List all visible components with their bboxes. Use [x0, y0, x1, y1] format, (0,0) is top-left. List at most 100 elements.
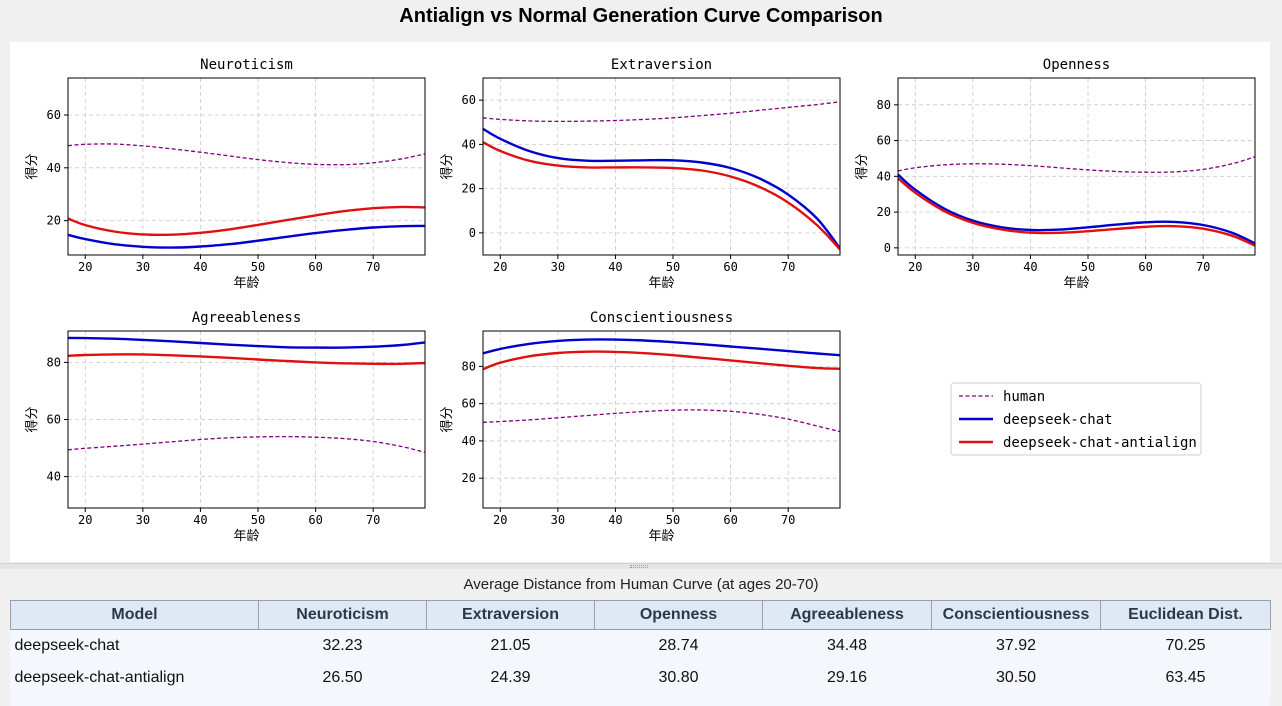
cell-extraversion: 24.39: [426, 661, 595, 694]
cell-conscientiousness: 37.92: [931, 629, 1101, 662]
cell-euclidean: 70.25: [1100, 629, 1271, 662]
x-axis-label: 年龄: [233, 529, 259, 544]
x-tick-label: 70: [1196, 260, 1210, 274]
series-line-deepseek-chat: [68, 224, 425, 249]
x-tick-label: 50: [251, 513, 265, 527]
x-tick-label: 70: [366, 513, 380, 527]
series-line-human: [483, 101, 840, 123]
series-line-human: [898, 156, 1255, 173]
y-tick-label: 60: [47, 108, 61, 122]
splitter-grip-icon[interactable]: [630, 565, 648, 568]
x-tick-label: 60: [723, 260, 737, 274]
series-line-human: [483, 409, 840, 433]
y-tick-label: 80: [877, 98, 891, 112]
cell-model: deepseek-chat: [10, 629, 259, 662]
x-tick-label: 20: [78, 260, 92, 274]
x-tick-label: 60: [308, 260, 322, 274]
y-tick-label: 20: [462, 471, 476, 485]
table-row[interactable]: deepseek-chat 32.23 21.05 28.74 34.48 37…: [10, 629, 1271, 662]
x-tick-label: 70: [781, 260, 795, 274]
y-axis-label: 得分: [439, 153, 455, 179]
plot-frame: [482, 330, 841, 509]
header-neuroticism[interactable]: Neuroticism: [258, 600, 427, 630]
header-euclidean[interactable]: Euclidean Dist.: [1100, 600, 1271, 630]
table-row[interactable]: deepseek-chat-antialign 26.50 24.39 30.8…: [10, 661, 1271, 694]
x-tick-label: 30: [136, 513, 150, 527]
y-tick-label: 0: [884, 241, 891, 255]
header-agreeableness[interactable]: Agreeableness: [762, 600, 932, 630]
cell-neuroticism: 32.23: [258, 629, 427, 662]
x-tick-label: 20: [78, 513, 92, 527]
window-title: Antialign vs Normal Generation Curve Com…: [399, 5, 883, 27]
legend-label-deepseek-chat: deepseek-chat: [1003, 412, 1113, 428]
y-tick-label: 40: [47, 470, 61, 484]
y-tick-label: 40: [47, 161, 61, 175]
cell-agreeableness: 29.16: [762, 661, 932, 694]
chart-extraversion: 20 30 40 50 60 70 0 20 40 60 Extraversion 年龄 得分: [439, 57, 841, 291]
plot-frame: [482, 77, 841, 256]
chart-legend: human deepseek-chat deepseek-chat-antialig…: [950, 382, 1202, 456]
y-tick-label: 0: [469, 226, 476, 240]
y-tick-label: 60: [462, 397, 476, 411]
x-tick-label: 50: [1081, 260, 1095, 274]
x-tick-label: 40: [193, 260, 207, 274]
x-tick-label: 60: [723, 513, 737, 527]
cell-extraversion: 21.05: [426, 629, 595, 662]
header-extraversion[interactable]: Extraversion: [426, 600, 595, 630]
series-line-deepseek-chat-antialign: [898, 177, 1255, 247]
y-tick-label: 60: [47, 413, 61, 427]
x-tick-label: 40: [608, 260, 622, 274]
series-line-deepseek-chat: [68, 336, 425, 349]
cell-agreeableness: 34.48: [762, 629, 932, 662]
series-line-deepseek-chat-antialign: [483, 141, 840, 251]
y-tick-label: 60: [462, 93, 476, 107]
y-tick-label: 40: [462, 137, 476, 151]
y-tick-label: 80: [462, 359, 476, 373]
x-tick-label: 20: [908, 260, 922, 274]
x-tick-label: 50: [666, 260, 680, 274]
x-tick-label: 60: [1138, 260, 1152, 274]
chart-title: Extraversion: [611, 57, 712, 73]
plot-frame: [67, 77, 426, 256]
series-line-deepseek-chat: [898, 173, 1255, 245]
cell-model: deepseek-chat-antialign: [10, 661, 259, 694]
x-tick-label: 30: [136, 260, 150, 274]
y-tick-label: 20: [877, 205, 891, 219]
series-line-deepseek-chat-antialign: [483, 350, 840, 371]
y-tick-label: 20: [47, 214, 61, 228]
y-tick-label: 40: [877, 169, 891, 183]
table-title: Average Distance from Human Curve (at ag…: [463, 576, 819, 593]
chart-title: Conscientiousness: [590, 310, 733, 326]
chart-neuroticism: 20 30 40 50 60 70 20 40 60 Neuroticism 年龄 得分: [24, 57, 426, 291]
y-axis-label: 得分: [24, 153, 40, 179]
chart-conscientiousness: 20 30 40 50 60 70 20 40 60 80 Conscientiousness 年龄 得…: [439, 310, 841, 544]
x-tick-label: 60: [308, 513, 322, 527]
x-tick-label: 50: [666, 513, 680, 527]
x-tick-label: 50: [251, 260, 265, 274]
cell-openness: 30.80: [594, 661, 763, 694]
cell-openness: 28.74: [594, 629, 763, 662]
panel-splitter[interactable]: [0, 563, 1282, 569]
cell-euclidean: 63.45: [1100, 661, 1271, 694]
header-conscientiousness[interactable]: Conscientiousness: [931, 600, 1101, 630]
x-tick-label: 30: [551, 513, 565, 527]
plot-frame: [897, 77, 1256, 256]
chart-openness: 20 30 40 50 60 70 0 20 40 60 80 Openness 年龄 得分: [854, 57, 1256, 291]
x-axis-label: 年龄: [648, 276, 674, 291]
x-axis-label: 年龄: [1063, 276, 1089, 291]
series-line-human: [68, 143, 425, 166]
series-line-deepseek-chat: [483, 338, 840, 357]
y-axis-label: 得分: [439, 406, 455, 432]
chart-title: Openness: [1043, 57, 1110, 73]
x-tick-label: 20: [493, 513, 507, 527]
legend-box: [950, 382, 1202, 456]
x-tick-label: 20: [493, 260, 507, 274]
results-table: Model Neuroticism Extraversion Openness …: [10, 600, 1271, 694]
header-openness[interactable]: Openness: [594, 600, 763, 630]
header-model[interactable]: Model: [10, 600, 259, 630]
series-line-deepseek-chat: [483, 127, 840, 250]
series-line-human: [68, 435, 425, 453]
x-axis-label: 年龄: [233, 276, 259, 291]
y-tick-label: 20: [462, 182, 476, 196]
